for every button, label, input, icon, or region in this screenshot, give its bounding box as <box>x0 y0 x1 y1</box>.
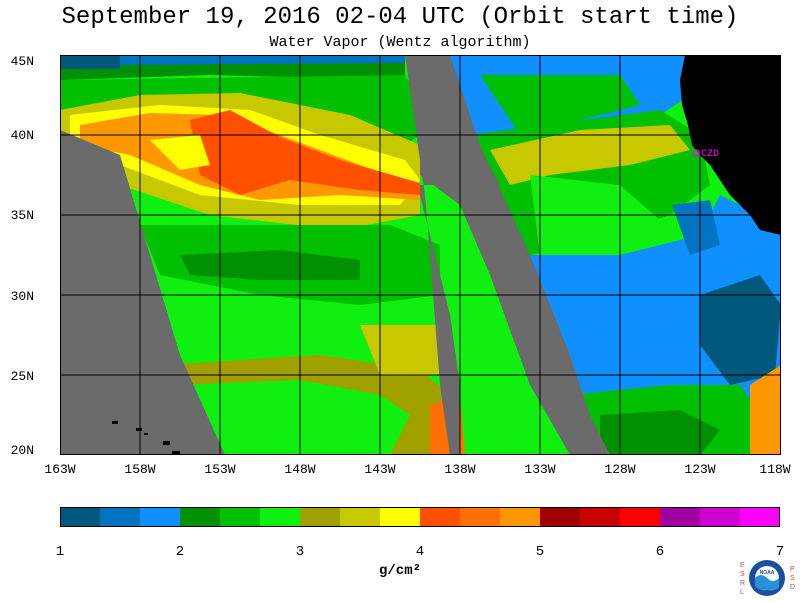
lat-label-45n: 45N <box>10 54 34 69</box>
colorbar-swatch <box>220 507 261 527</box>
colorbar-swatch <box>260 507 301 527</box>
colorbar-swatch <box>60 507 101 527</box>
lat-label-35n: 35N <box>10 208 34 223</box>
noaa-esrl-psd-logo: NOAA E S R L P S D <box>738 558 796 598</box>
page-title: September 19, 2016 02-04 UTC (Orbit star… <box>61 4 739 31</box>
field-red-orange-core <box>190 110 420 195</box>
colorbar-swatch <box>460 507 501 527</box>
no-data-center-swath-2 <box>405 55 610 455</box>
logo-letter-r: R <box>740 580 746 587</box>
lat-label-25n: 25N <box>10 369 34 384</box>
lon-label-133w: 133W <box>524 462 556 477</box>
lon-label-123w: 123W <box>684 462 716 477</box>
water-vapor-map: CZD <box>60 55 781 455</box>
logo-letter-s: S <box>740 571 745 578</box>
land-hawaii-molokai <box>144 433 148 435</box>
colorbar-tick-7: 7 <box>775 544 785 560</box>
lon-label-128w: 128W <box>604 462 636 477</box>
colorbar-tick-1: 1 <box>55 544 65 560</box>
land-hawaii-kauai <box>112 421 118 424</box>
lon-label-163w: 163W <box>44 462 76 477</box>
field-north-blue-patch <box>60 55 120 69</box>
colorbar-swatch <box>180 507 221 527</box>
colorbar-units: g/cm² <box>378 563 421 579</box>
land-hawaii-big-island <box>172 451 180 455</box>
field-east-south-dark <box>600 410 720 455</box>
colorbar-swatch <box>420 507 461 527</box>
lon-label-138w: 138W <box>444 462 476 477</box>
colorbar-swatch <box>540 507 581 527</box>
colorbar-swatch <box>740 507 780 527</box>
field-yellow-inner <box>150 135 210 170</box>
logo-letter-e: E <box>740 562 745 569</box>
colorbar-swatch <box>580 507 621 527</box>
station-label: CZD <box>701 149 719 160</box>
field-east-green-patch <box>480 75 640 135</box>
colorbar-border <box>60 507 780 527</box>
land-california <box>680 55 781 235</box>
lon-label-158w: 158W <box>124 462 156 477</box>
logo-letter-l: L <box>740 589 744 596</box>
logo-letter-s2: S <box>790 575 795 582</box>
station-marker-icon <box>692 149 700 157</box>
noaa-logo-icon: NOAA <box>749 560 785 596</box>
lat-label-40n: 40N <box>10 128 34 143</box>
colorbar-tick-4: 4 <box>415 544 425 560</box>
colorbar-tick-2: 2 <box>175 544 185 560</box>
colorbar <box>60 507 780 527</box>
field-south-yellow <box>360 325 455 375</box>
colorbar-tick-6: 6 <box>655 544 665 560</box>
field-north-blue <box>120 55 405 65</box>
colorbar-swatch <box>660 507 701 527</box>
lon-label-118w: 118W <box>759 462 791 477</box>
colorbar-tick-3: 3 <box>295 544 305 560</box>
logo-center-text: NOAA <box>760 570 775 576</box>
lat-label-20n: 20N <box>10 443 34 458</box>
colorbar-tick-5: 5 <box>535 544 545 560</box>
logo-letter-d: D <box>790 584 796 591</box>
no-data-west-swath <box>60 130 225 455</box>
lat-label-30n: 30N <box>10 289 34 304</box>
field-east-south-orange <box>750 365 781 455</box>
field-east-deep-blue <box>700 275 781 385</box>
colorbar-swatch <box>100 507 141 527</box>
colorbar-swatch <box>700 507 741 527</box>
land-hawaii-maui <box>163 441 170 445</box>
colorbar-swatch <box>620 507 661 527</box>
colorbar-swatch <box>380 507 421 527</box>
colorbar-swatch <box>140 507 181 527</box>
colorbar-swatch <box>340 507 381 527</box>
land-hawaii-oahu <box>136 428 142 431</box>
lon-label-153w: 153W <box>204 462 236 477</box>
field-south-green <box>180 380 410 455</box>
logo-letter-p: P <box>790 566 795 573</box>
grid-lines <box>60 55 781 455</box>
lon-label-143w: 143W <box>364 462 396 477</box>
lon-label-148w: 148W <box>284 462 316 477</box>
field-middle-dark-green <box>180 250 360 280</box>
field-east-coast-blue <box>672 200 720 255</box>
page-subtitle: Water Vapor (Wentz algorithm) <box>269 34 531 51</box>
colorbar-swatch <box>500 507 541 527</box>
colorbar-swatch <box>300 507 341 527</box>
